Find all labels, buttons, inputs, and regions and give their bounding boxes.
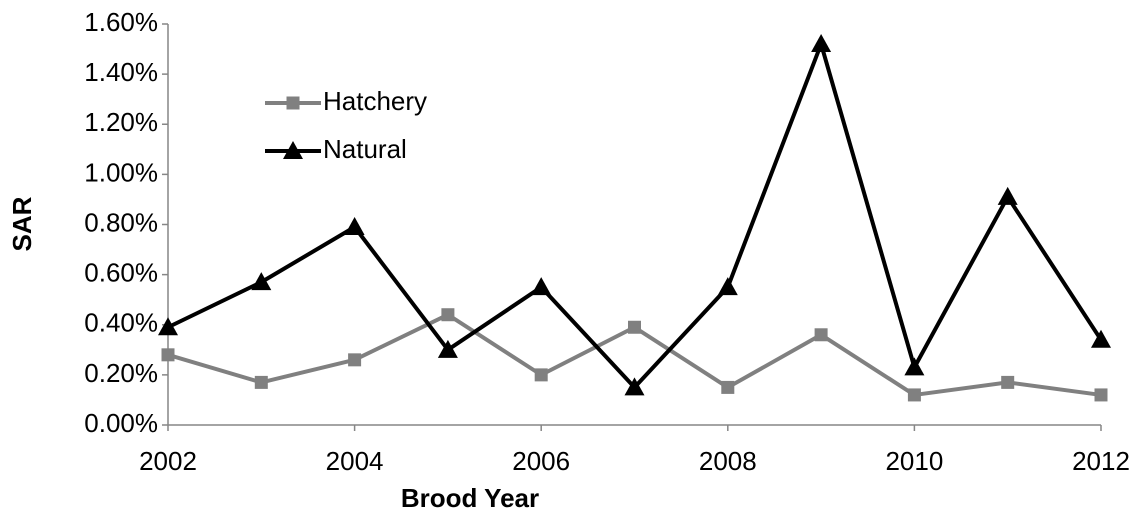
marker xyxy=(251,272,272,291)
y-axis-title: SAR xyxy=(7,196,37,251)
marker xyxy=(344,217,365,236)
y-tick-label: 1.40% xyxy=(84,57,158,87)
x-tick-label: 2008 xyxy=(699,446,757,476)
marker xyxy=(531,277,552,296)
legend-label: Hatchery xyxy=(323,86,427,116)
y-tick-label: 0.80% xyxy=(84,207,158,237)
legend-marker xyxy=(283,141,303,159)
marker xyxy=(1001,375,1015,389)
y-tick-label: 1.20% xyxy=(84,107,158,137)
marker xyxy=(997,186,1018,205)
marker xyxy=(161,348,175,362)
x-tick-label: 2004 xyxy=(326,446,384,476)
marker xyxy=(1091,329,1111,348)
y-tick-label: 1.00% xyxy=(84,157,158,187)
legend-marker xyxy=(286,96,300,110)
y-tick-label: 1.60% xyxy=(84,7,158,37)
series-line xyxy=(167,42,1103,390)
marker xyxy=(437,339,458,358)
marker xyxy=(158,317,178,336)
x-tick-label: 2006 xyxy=(512,446,570,476)
legend-label: Natural xyxy=(323,134,407,164)
marker xyxy=(721,380,735,394)
x-axis-title: Brood Year xyxy=(401,483,539,513)
y-tick-label: 0.60% xyxy=(84,258,158,288)
y-tick-label: 0.00% xyxy=(84,408,158,438)
marker xyxy=(907,388,921,402)
marker xyxy=(717,277,738,296)
y-tick-label: 0.40% xyxy=(84,308,158,338)
marker xyxy=(441,308,455,322)
marker xyxy=(904,357,925,376)
marker xyxy=(811,34,832,53)
marker xyxy=(1094,388,1108,402)
x-tick-label: 2002 xyxy=(139,446,197,476)
marker xyxy=(624,377,645,396)
marker xyxy=(814,328,828,342)
marker xyxy=(534,368,548,382)
y-tick-label: 0.20% xyxy=(84,358,158,388)
marker xyxy=(348,353,362,367)
marker xyxy=(628,320,641,334)
marker xyxy=(254,375,268,389)
x-tick-label: 2012 xyxy=(1072,446,1130,476)
x-tick-label: 2010 xyxy=(885,446,943,476)
